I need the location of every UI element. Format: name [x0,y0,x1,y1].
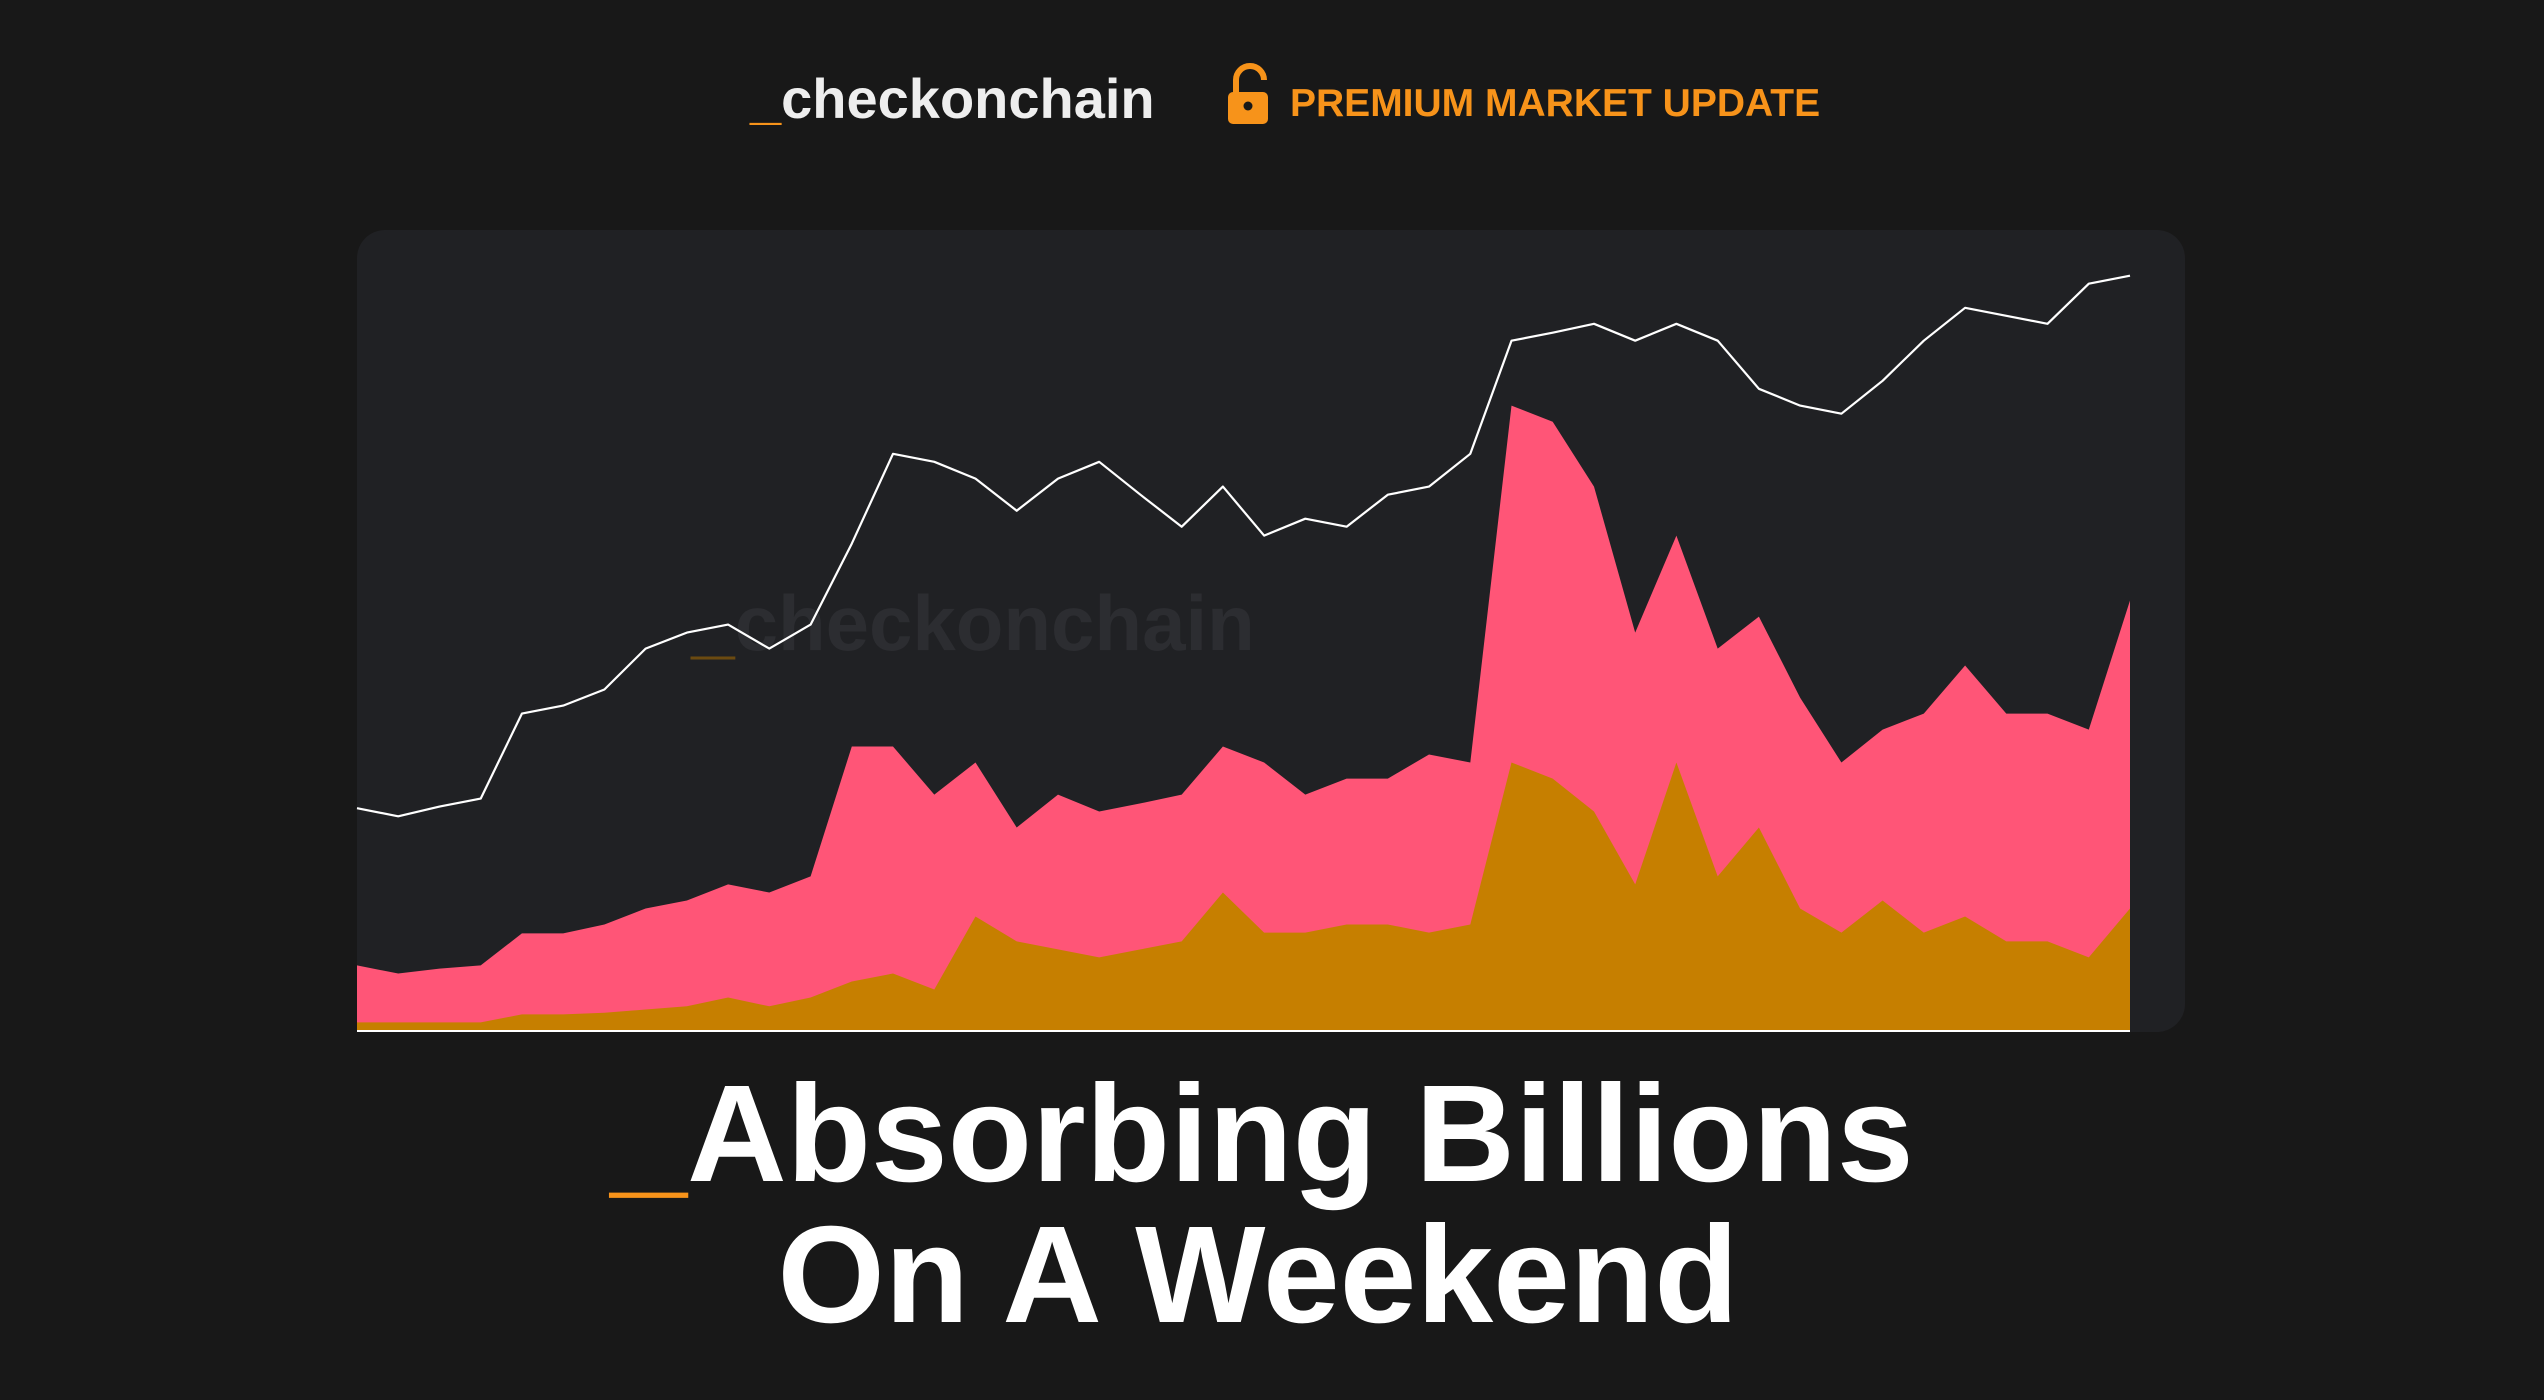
watermark-name: checkonchain [735,579,1255,667]
watermark-prefix: _ [690,579,736,667]
lock-icon [1228,63,1268,124]
brand: _checkonchain [749,67,1155,130]
title-prefix: _ [608,1057,688,1211]
chart: _checkonchain [356,274,2131,1033]
area [357,762,2130,1032]
title-text: Absorbing Billions [687,1057,1914,1211]
watermark: _checkonchain [690,579,1255,667]
price-line [356,274,2131,818]
badge: PREMIUM MARKET UPDATE [1290,82,1820,125]
brand-name: checkonchain [781,67,1154,130]
brand-prefix: _ [749,67,782,130]
title-line: _Absorbing Billions [608,1057,1913,1211]
title-line: On A Weekend [777,1198,1738,1352]
